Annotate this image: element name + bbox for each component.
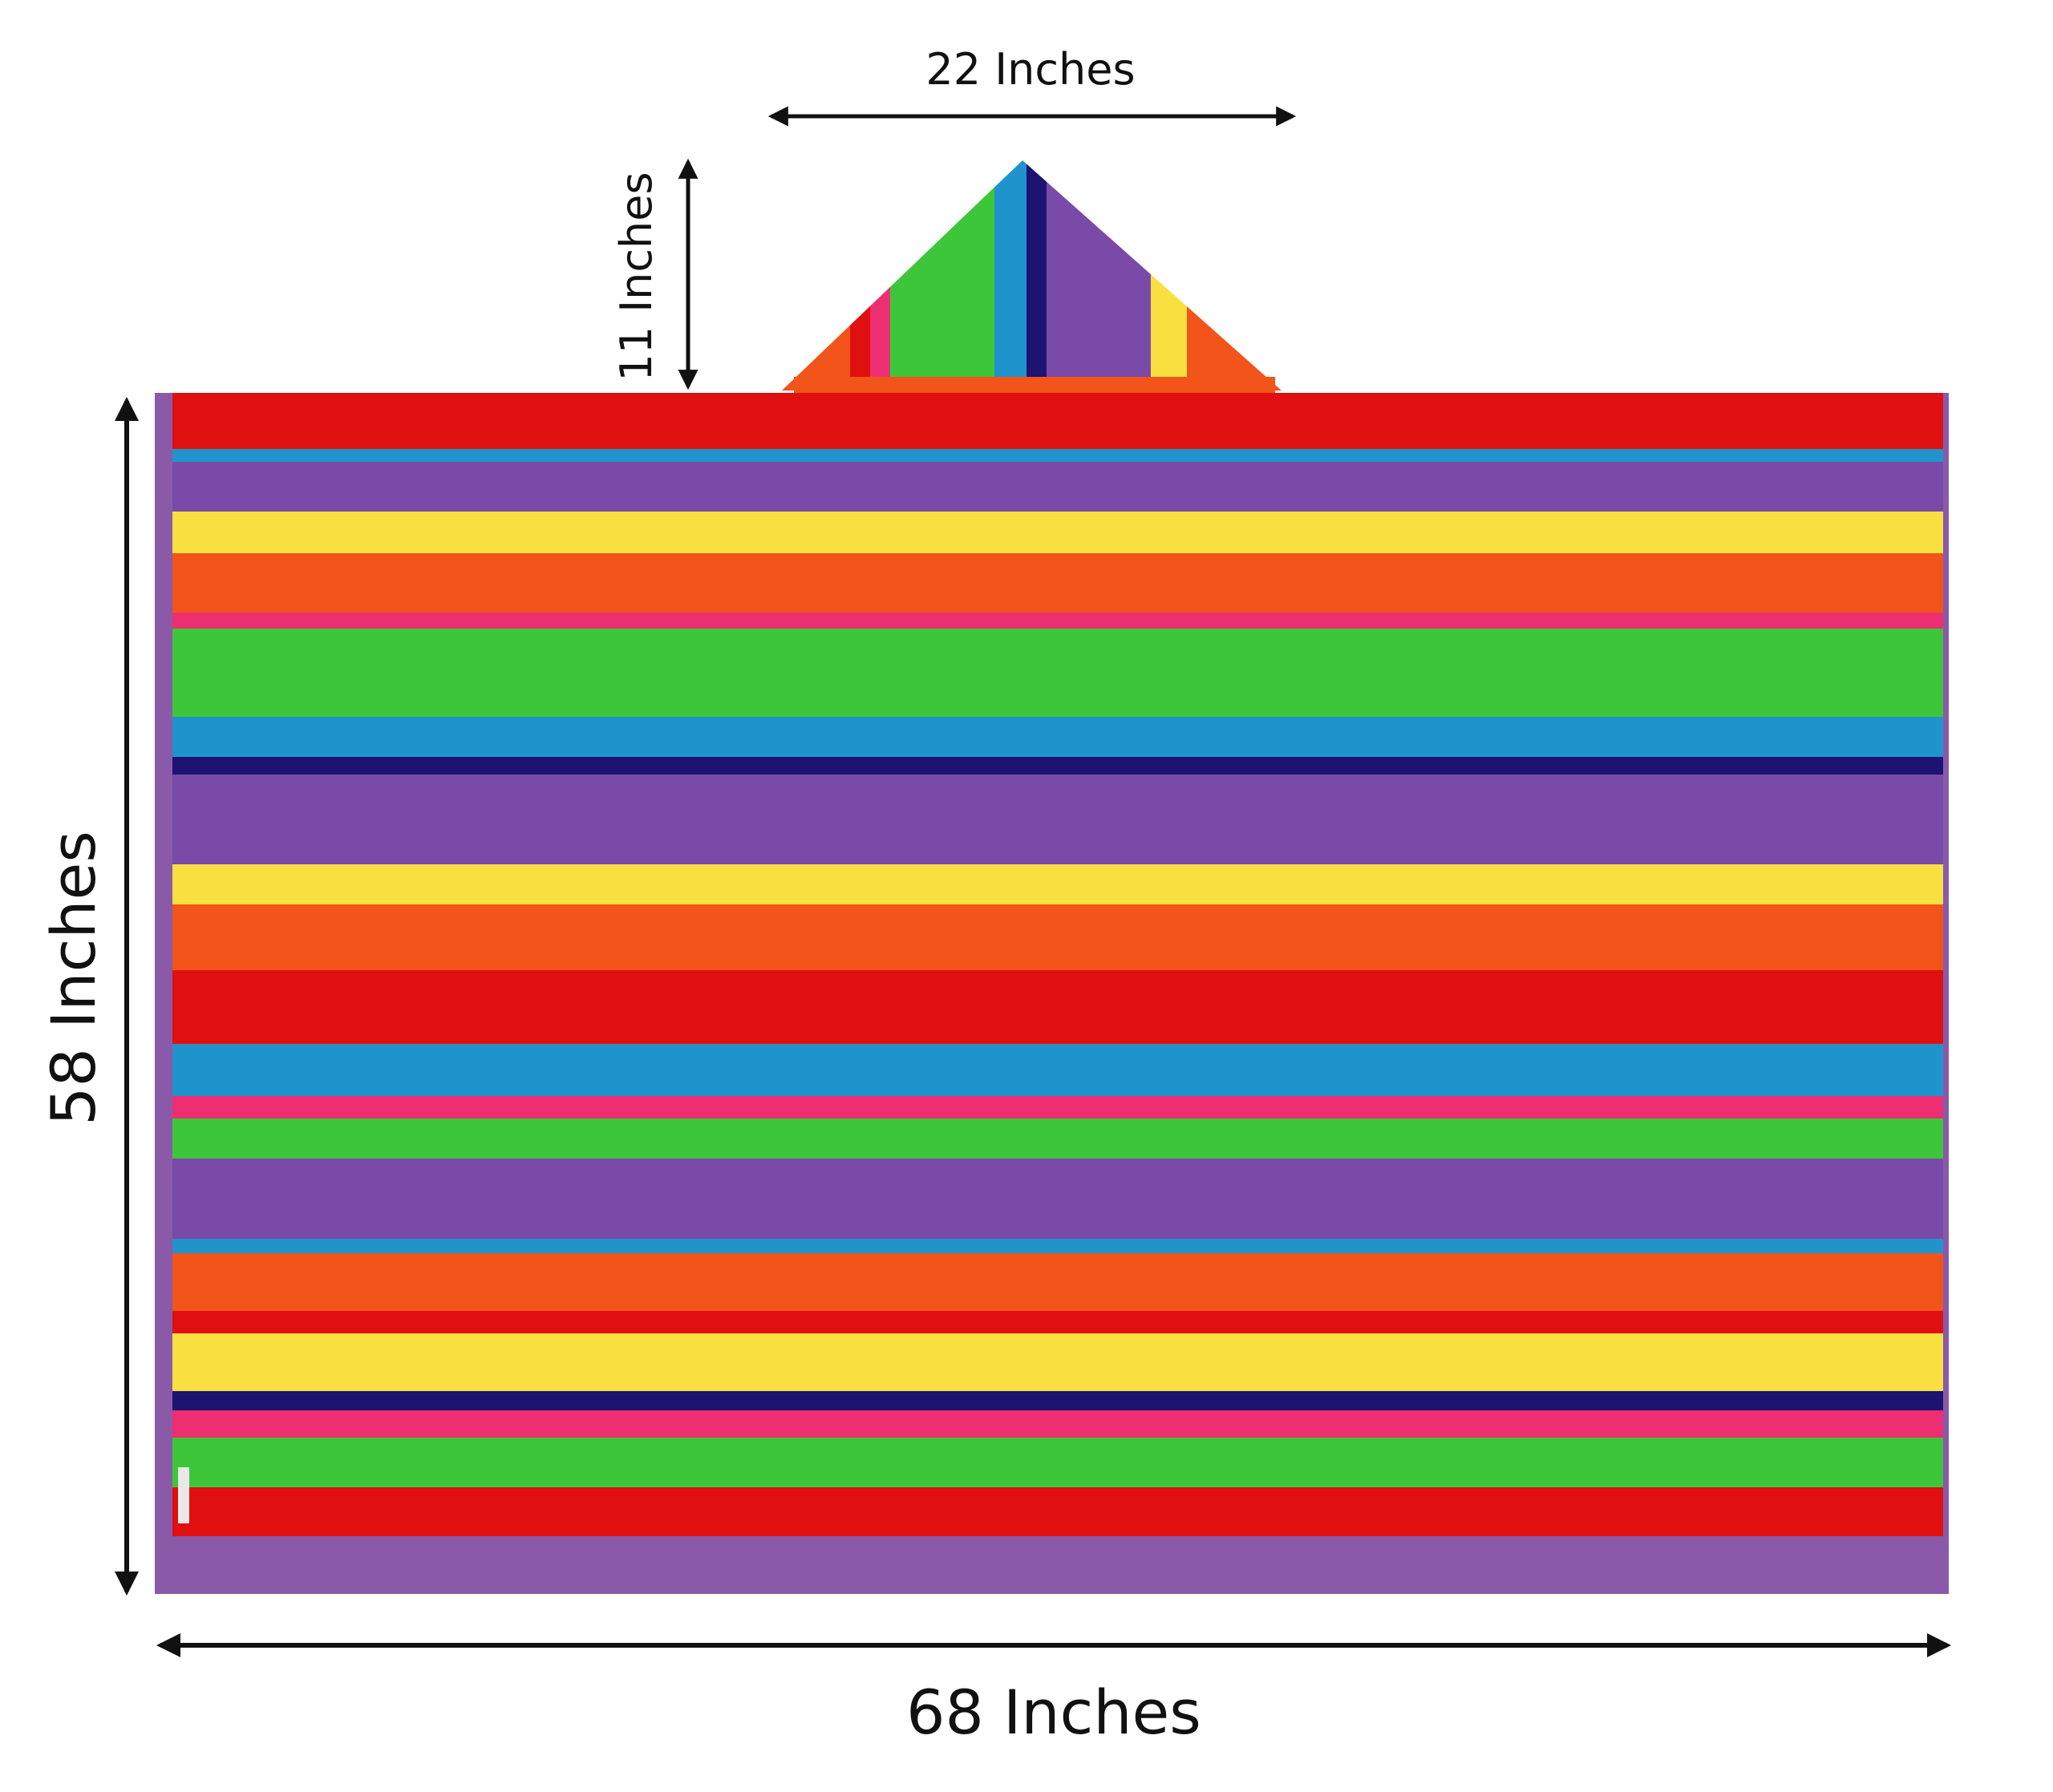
towel-stripe-blue xyxy=(172,449,1943,463)
towel-width-label: 68 Inches xyxy=(906,1677,1201,1748)
towel-stripe-pink xyxy=(172,613,1943,629)
hood-stripe-blue xyxy=(994,160,1027,390)
hood-base xyxy=(794,377,1275,394)
towel-stripe-red xyxy=(172,393,1943,450)
towel-stripe-purple xyxy=(172,1159,1943,1240)
hood-stripe-yellow xyxy=(1151,160,1188,390)
towel-width-dimension: 68 Inches xyxy=(156,1633,1951,1748)
towel-stripe-red xyxy=(172,1311,1943,1334)
hood-height-dimension: 11 Inches xyxy=(611,158,699,390)
towel-stripe-orange xyxy=(172,1253,1943,1312)
hood-stripes xyxy=(782,160,1282,390)
towel-stripes xyxy=(172,393,1943,1536)
towel-body xyxy=(155,393,1949,1594)
hood-width-dimension: 22 Inches xyxy=(767,44,1297,127)
towel-stripe-orange xyxy=(172,553,1943,613)
towel-stripe-pink xyxy=(172,1410,1943,1438)
towel-stripe-orange xyxy=(172,904,1943,971)
towel-stripe-green xyxy=(172,1118,1943,1159)
towel-stripe-navy xyxy=(172,757,1943,775)
hood-stripe-green xyxy=(890,160,995,390)
towel-stripe-purple xyxy=(172,775,1943,865)
towel-stripe-yellow xyxy=(172,512,1943,554)
towel-stripe-red xyxy=(172,970,1943,1045)
towel-stripe-blue xyxy=(172,1044,1943,1097)
towel-stripe-pink xyxy=(172,1096,1943,1119)
hood-stripe-purple xyxy=(1047,160,1152,390)
hood-stripe-orange xyxy=(782,160,851,390)
towel-stripe-yellow xyxy=(172,1333,1943,1392)
towel-height-dimension: 58 Inches xyxy=(38,397,139,1596)
towel-stripe-purple xyxy=(172,462,1943,512)
hood-width-label: 22 Inches xyxy=(925,44,1135,95)
towel-stripe-navy xyxy=(172,1391,1943,1411)
towel-care-label xyxy=(178,1467,189,1523)
towel-stripe-green xyxy=(172,1438,1943,1488)
hood-stripe-navy xyxy=(1026,160,1047,390)
hood-height-label: 11 Inches xyxy=(611,172,662,381)
hood-stripe-red xyxy=(850,160,871,390)
towel-stripe-yellow xyxy=(172,864,1943,905)
towel-stripe-blue xyxy=(172,717,1943,758)
towel-stripe-green xyxy=(172,629,1943,718)
towel-hood xyxy=(782,160,1282,394)
hood-stripe-pink xyxy=(870,160,891,390)
hood-stripe-orange xyxy=(1187,160,1282,390)
towel-stripe-blue xyxy=(172,1239,1943,1254)
towel-stripe-red xyxy=(172,1487,1943,1536)
towel-height-label: 58 Inches xyxy=(38,831,109,1126)
